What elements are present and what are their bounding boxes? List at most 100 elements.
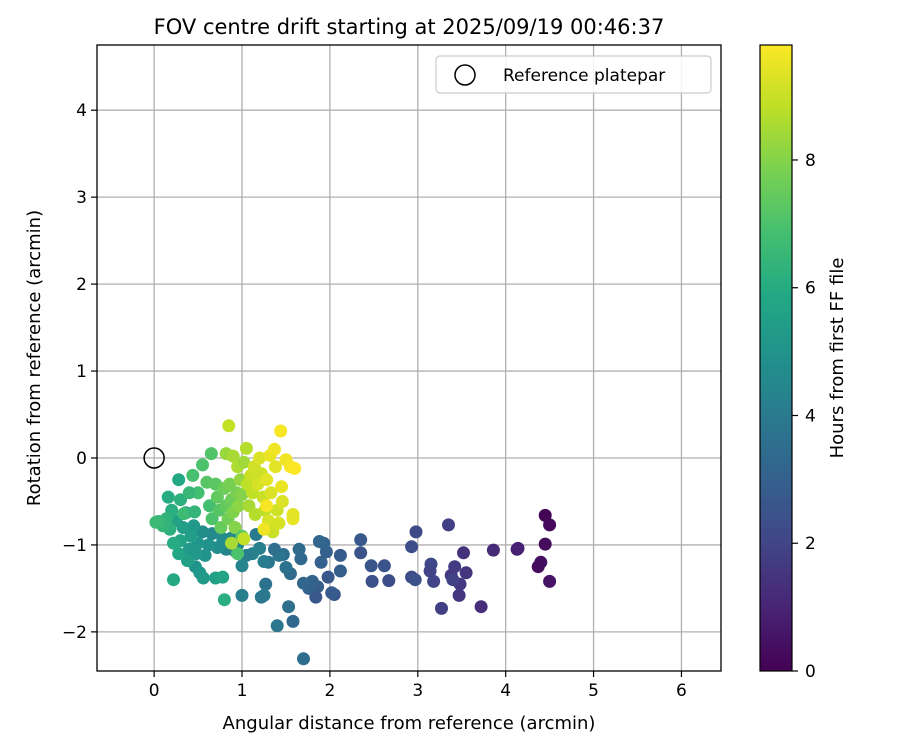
data-point bbox=[543, 574, 557, 588]
data-point bbox=[279, 561, 293, 574]
data-point bbox=[409, 525, 423, 539]
colorbar-label: Hours from first FF file bbox=[827, 258, 848, 459]
data-point bbox=[167, 573, 180, 587]
x-tick-label: 1 bbox=[237, 681, 248, 701]
data-point bbox=[217, 593, 231, 607]
data-points bbox=[149, 419, 557, 666]
data-point bbox=[435, 601, 448, 615]
colorbar-tick-label: 4 bbox=[805, 406, 816, 426]
x-tick-label: 3 bbox=[412, 681, 423, 701]
x-axis-ticks: 0 1 2 3 4 5 6 bbox=[149, 671, 687, 701]
data-point bbox=[377, 559, 391, 573]
data-point bbox=[228, 521, 242, 534]
y-tick-label: 2 bbox=[76, 275, 87, 295]
data-point bbox=[223, 477, 237, 491]
data-point bbox=[237, 532, 251, 546]
data-point bbox=[226, 449, 240, 463]
data-point bbox=[235, 488, 249, 501]
colorbar-tick-label: 0 bbox=[805, 662, 816, 682]
data-point bbox=[188, 505, 202, 519]
data-point bbox=[408, 573, 422, 587]
data-point bbox=[288, 461, 302, 475]
data-point bbox=[268, 460, 282, 474]
data-point bbox=[196, 571, 210, 585]
colorbar: 0 2 4 6 8 Hours from first FF file bbox=[759, 44, 848, 682]
data-point bbox=[231, 547, 245, 561]
data-point bbox=[184, 529, 198, 543]
data-point bbox=[297, 652, 310, 666]
data-point bbox=[222, 419, 236, 433]
data-point bbox=[232, 499, 245, 513]
data-point bbox=[167, 536, 180, 550]
data-point bbox=[446, 573, 460, 587]
data-point bbox=[442, 518, 455, 532]
data-point bbox=[202, 538, 216, 552]
data-point bbox=[275, 495, 289, 508]
data-point bbox=[186, 468, 200, 482]
data-point bbox=[196, 458, 209, 472]
y-tick-label: −1 bbox=[62, 536, 87, 556]
data-point bbox=[333, 548, 347, 562]
data-point bbox=[286, 508, 300, 521]
data-point bbox=[239, 441, 253, 455]
data-point bbox=[452, 588, 466, 602]
data-point bbox=[333, 564, 347, 578]
x-tick-label: 6 bbox=[676, 681, 687, 701]
data-point bbox=[427, 574, 441, 588]
data-point bbox=[149, 515, 163, 529]
data-point bbox=[260, 499, 274, 513]
data-point bbox=[474, 600, 488, 614]
data-point bbox=[172, 547, 186, 561]
data-point bbox=[543, 518, 557, 532]
data-point bbox=[275, 480, 289, 494]
data-point bbox=[182, 486, 196, 500]
data-point bbox=[172, 473, 186, 487]
grid-lines bbox=[97, 45, 721, 671]
data-point bbox=[181, 554, 194, 568]
data-point bbox=[257, 522, 271, 536]
data-point bbox=[531, 560, 545, 574]
y-axis-label: Rotation from reference (arcmin) bbox=[24, 210, 45, 506]
colorbar-tick-label: 6 bbox=[805, 279, 816, 299]
x-tick-label: 0 bbox=[149, 681, 160, 701]
reference-platepar-marker bbox=[143, 447, 165, 469]
data-point bbox=[177, 507, 191, 521]
data-point bbox=[364, 559, 378, 573]
data-point bbox=[174, 493, 187, 507]
data-point bbox=[254, 590, 268, 604]
data-point bbox=[274, 424, 288, 438]
data-point bbox=[248, 508, 262, 521]
data-point bbox=[382, 574, 396, 588]
data-point bbox=[297, 576, 310, 590]
y-tick-label: 0 bbox=[76, 449, 87, 469]
data-point bbox=[268, 442, 281, 456]
data-point bbox=[365, 574, 379, 588]
colorbar-ticks: 0 2 4 6 8 bbox=[792, 151, 816, 682]
x-tick-label: 2 bbox=[324, 681, 335, 701]
data-point bbox=[161, 490, 175, 504]
data-point bbox=[314, 555, 328, 569]
x-tick-label: 5 bbox=[588, 681, 599, 701]
chart-title: FOV centre drift starting at 2025/09/19 … bbox=[154, 15, 665, 39]
data-point bbox=[203, 499, 216, 513]
colorbar-gradient bbox=[759, 44, 793, 672]
data-point bbox=[309, 590, 323, 604]
x-tick-label: 4 bbox=[500, 681, 511, 701]
data-point bbox=[260, 473, 274, 487]
data-point bbox=[235, 559, 249, 573]
data-point bbox=[187, 519, 201, 533]
data-point bbox=[235, 588, 249, 602]
data-point bbox=[457, 546, 470, 560]
y-tick-label: −2 bbox=[62, 623, 87, 643]
legend-label: Reference platepar bbox=[503, 66, 665, 86]
data-point bbox=[182, 542, 196, 556]
data-point bbox=[205, 512, 219, 526]
data-point bbox=[216, 570, 230, 584]
data-point bbox=[321, 570, 335, 584]
legend-box: Reference platepar bbox=[435, 55, 712, 94]
y-tick-label: 3 bbox=[76, 188, 87, 208]
data-point bbox=[264, 486, 278, 500]
data-point bbox=[286, 614, 300, 628]
data-point bbox=[405, 540, 419, 554]
legend-frame bbox=[435, 55, 712, 94]
